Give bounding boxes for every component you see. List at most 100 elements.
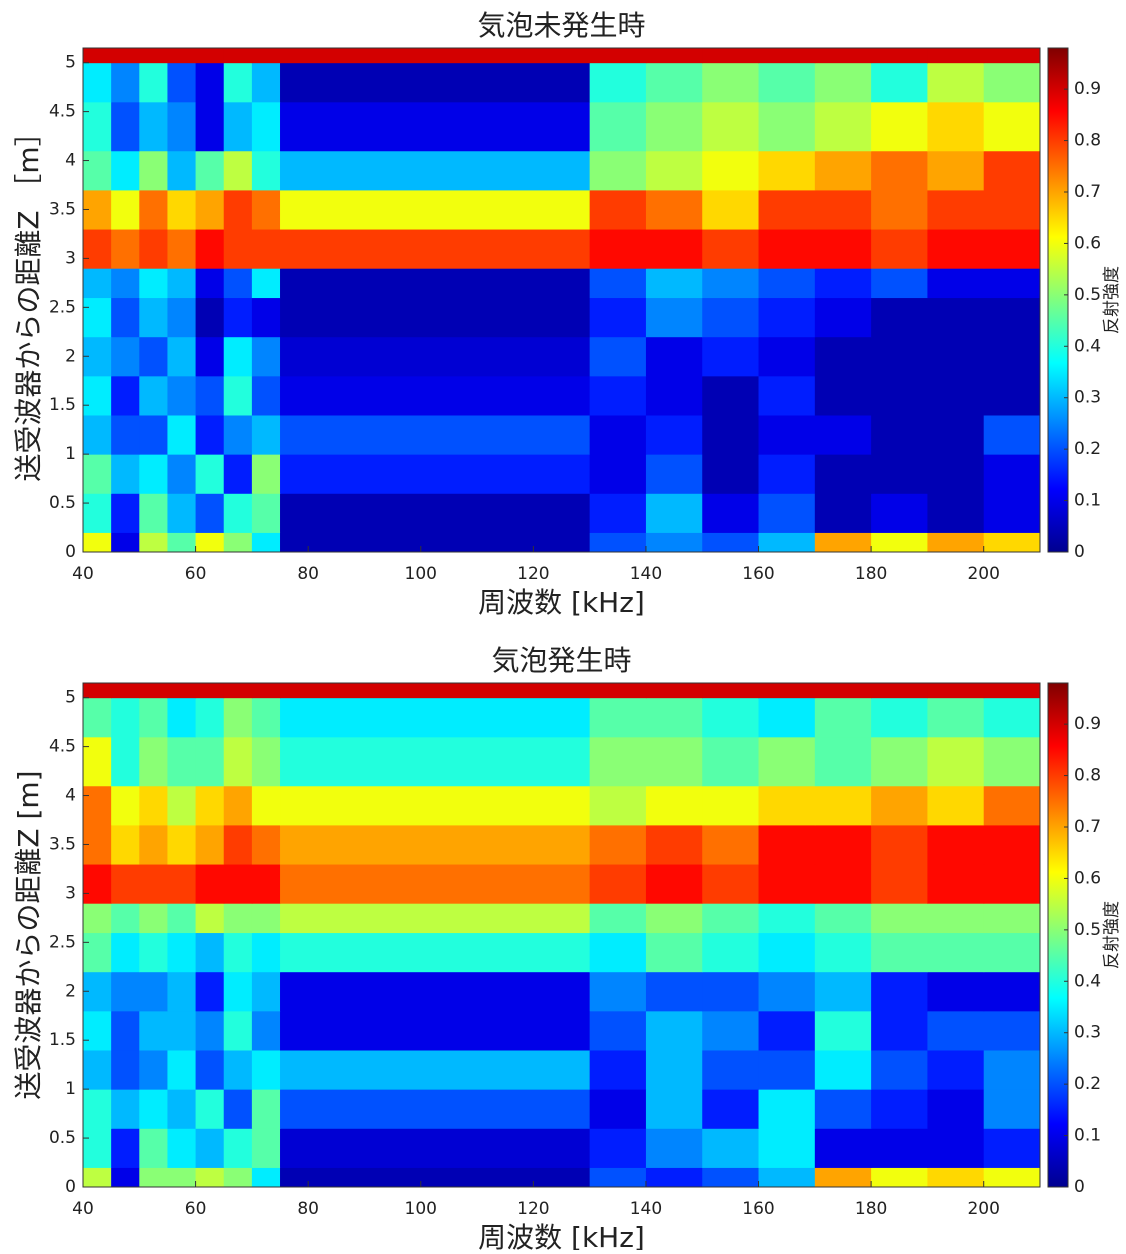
heat-cell xyxy=(167,697,197,738)
heat-cell xyxy=(927,268,985,299)
heat-cell xyxy=(702,297,760,338)
x-tick-label: 60 xyxy=(185,564,207,584)
heat-cell xyxy=(983,697,1041,738)
heat-cell xyxy=(983,1128,1041,1168)
heat-cell xyxy=(139,48,168,64)
heat-cell xyxy=(645,864,703,904)
heat-cell xyxy=(702,101,760,152)
heat-cell xyxy=(195,1010,225,1051)
heat-cell xyxy=(111,229,140,269)
heat-cell xyxy=(589,375,647,416)
x-tick-label: 200 xyxy=(967,564,999,584)
heat-cell xyxy=(589,336,647,377)
heat-cell xyxy=(814,454,872,494)
heat-cell xyxy=(814,785,872,826)
y-tick-label: 4.5 xyxy=(49,102,76,122)
heat-cell xyxy=(139,1010,168,1051)
heat-cell xyxy=(223,697,253,738)
heat-cell xyxy=(111,268,140,299)
heat-cell xyxy=(645,150,703,191)
heat-cell xyxy=(167,375,197,416)
heat-cell xyxy=(167,414,197,455)
heat-cell xyxy=(83,375,112,416)
heat-cell xyxy=(814,1010,872,1051)
heat-cell xyxy=(111,532,140,553)
heat-cell xyxy=(645,683,703,699)
colorbar-tick-label: 0.3 xyxy=(1074,388,1101,408)
heat-cell xyxy=(871,62,928,103)
colorbar-label: 反射強度 xyxy=(1102,901,1122,969)
heat-cell xyxy=(223,48,253,64)
heat-cell xyxy=(195,971,225,1012)
heat-cell xyxy=(111,336,140,377)
heat-cell xyxy=(223,414,253,455)
heat-cell xyxy=(983,268,1041,299)
heat-cell xyxy=(223,375,253,416)
heat-cell xyxy=(589,785,647,826)
heat-cell xyxy=(111,1049,140,1090)
heat-cell xyxy=(702,150,760,191)
x-tick-label: 160 xyxy=(742,564,774,584)
heat-cell xyxy=(758,532,816,553)
heat-cell xyxy=(927,101,985,152)
heat-cell xyxy=(251,48,281,64)
heat-cell xyxy=(927,493,985,533)
heat-cell xyxy=(702,697,760,738)
y-tick-label: 1.5 xyxy=(49,395,76,415)
heat-cell xyxy=(814,336,872,377)
heat-cell xyxy=(814,268,872,299)
heat-cell xyxy=(167,736,197,787)
heat-cell xyxy=(139,336,168,377)
y-tick-label: 1 xyxy=(65,1079,76,1099)
heat-cell xyxy=(758,150,816,191)
heat-cell xyxy=(927,48,985,64)
heat-cell xyxy=(983,932,1041,973)
heat-cell xyxy=(83,150,112,191)
heat-cell xyxy=(83,1049,112,1090)
heat-cell xyxy=(139,697,168,738)
heat-cell xyxy=(280,932,591,973)
heat-cell xyxy=(251,1049,281,1090)
heat-cell xyxy=(223,189,253,230)
heat-cell xyxy=(871,493,928,533)
heat-cell xyxy=(139,736,168,787)
heat-cell xyxy=(280,62,591,103)
heat-cell xyxy=(758,189,816,230)
heat-cell xyxy=(645,1167,703,1188)
heat-cell xyxy=(111,48,140,64)
heat-cell xyxy=(814,1128,872,1168)
heat-cell xyxy=(702,1089,760,1129)
heat-cell xyxy=(223,736,253,787)
heat-cell xyxy=(167,101,197,152)
heat-cell xyxy=(195,785,225,826)
heat-cell xyxy=(758,932,816,973)
y-tick-label: 3.5 xyxy=(49,834,76,854)
heat-cell xyxy=(280,785,591,826)
chart-title: 気泡発生時 xyxy=(491,644,631,677)
heat-cell xyxy=(983,1167,1041,1188)
x-tick-label: 40 xyxy=(72,564,94,584)
heat-cell xyxy=(645,736,703,787)
heat-cell xyxy=(645,454,703,494)
heat-cell xyxy=(139,903,168,934)
heat-cell xyxy=(111,375,140,416)
heat-cell xyxy=(111,697,140,738)
heat-cell xyxy=(814,532,872,553)
heat-cell xyxy=(871,414,928,455)
heat-cell xyxy=(927,932,985,973)
heat-cell xyxy=(111,1167,140,1188)
heat-cell xyxy=(814,1049,872,1090)
heat-cell xyxy=(139,1089,168,1129)
colorbar-tick-label: 0.5 xyxy=(1074,920,1101,940)
heat-cell xyxy=(814,971,872,1012)
heat-cell xyxy=(871,903,928,934)
heat-cell xyxy=(871,1049,928,1090)
heat-cell xyxy=(280,297,591,338)
heat-cell xyxy=(589,229,647,269)
colorbar-tick-label: 0.6 xyxy=(1074,233,1101,253)
heat-cell xyxy=(280,454,591,494)
heat-cell xyxy=(927,336,985,377)
heat-cell xyxy=(814,48,872,64)
heat-cell xyxy=(139,493,168,533)
heat-cell xyxy=(251,493,281,533)
